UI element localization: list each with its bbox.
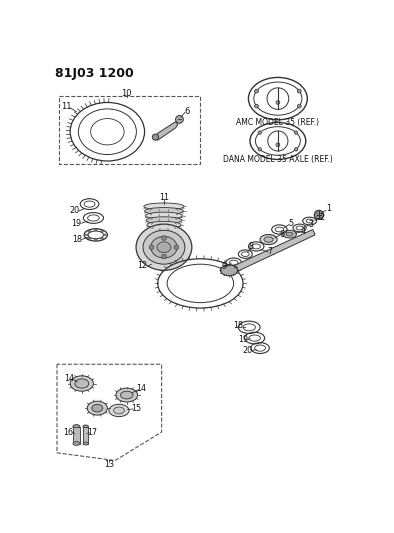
Circle shape bbox=[174, 245, 178, 249]
Ellipse shape bbox=[100, 230, 104, 232]
Circle shape bbox=[276, 101, 280, 104]
Bar bbox=[73, 426, 80, 443]
Ellipse shape bbox=[88, 230, 91, 232]
Text: 20: 20 bbox=[243, 346, 253, 355]
Circle shape bbox=[255, 89, 258, 93]
Ellipse shape bbox=[87, 401, 108, 415]
Text: 9: 9 bbox=[221, 262, 226, 271]
Text: AMC MODEL 35 (REF.): AMC MODEL 35 (REF.) bbox=[236, 118, 320, 127]
Circle shape bbox=[258, 131, 261, 134]
Text: 81J03 1200: 81J03 1200 bbox=[56, 67, 134, 80]
Text: 1: 1 bbox=[326, 204, 331, 213]
Ellipse shape bbox=[260, 235, 277, 245]
Circle shape bbox=[176, 116, 183, 123]
Ellipse shape bbox=[157, 242, 171, 253]
Ellipse shape bbox=[145, 207, 183, 214]
Ellipse shape bbox=[145, 212, 182, 219]
Text: 13: 13 bbox=[104, 460, 114, 469]
Polygon shape bbox=[155, 122, 178, 140]
Ellipse shape bbox=[70, 376, 93, 391]
Ellipse shape bbox=[94, 229, 97, 231]
Circle shape bbox=[149, 245, 154, 249]
Ellipse shape bbox=[75, 379, 89, 388]
Text: 14: 14 bbox=[136, 384, 146, 393]
Ellipse shape bbox=[103, 234, 106, 236]
Text: 3: 3 bbox=[309, 220, 314, 229]
Ellipse shape bbox=[85, 234, 88, 236]
Text: 18: 18 bbox=[233, 321, 243, 330]
Text: 14: 14 bbox=[64, 374, 74, 383]
Ellipse shape bbox=[143, 230, 185, 264]
Ellipse shape bbox=[100, 238, 104, 239]
Ellipse shape bbox=[73, 425, 80, 429]
Text: 20: 20 bbox=[69, 206, 79, 215]
Text: 6: 6 bbox=[184, 107, 190, 116]
Text: 19: 19 bbox=[71, 219, 82, 228]
Circle shape bbox=[162, 254, 166, 259]
Ellipse shape bbox=[109, 405, 129, 417]
Text: 16: 16 bbox=[63, 427, 73, 437]
Text: 4: 4 bbox=[300, 227, 305, 236]
Circle shape bbox=[258, 148, 261, 151]
Ellipse shape bbox=[94, 239, 97, 241]
Text: 19: 19 bbox=[238, 335, 248, 344]
Ellipse shape bbox=[83, 442, 88, 445]
Ellipse shape bbox=[144, 203, 184, 210]
Text: DANA MODEL 35 AXLE (REF.): DANA MODEL 35 AXLE (REF.) bbox=[223, 155, 333, 164]
Text: 17: 17 bbox=[87, 427, 97, 437]
Circle shape bbox=[297, 104, 301, 108]
Ellipse shape bbox=[146, 217, 182, 224]
Text: 5: 5 bbox=[288, 219, 294, 228]
Circle shape bbox=[276, 143, 280, 147]
Ellipse shape bbox=[151, 237, 177, 258]
Circle shape bbox=[162, 236, 166, 240]
Ellipse shape bbox=[73, 442, 80, 446]
Ellipse shape bbox=[121, 391, 133, 399]
Ellipse shape bbox=[83, 425, 88, 428]
Ellipse shape bbox=[264, 237, 273, 242]
Circle shape bbox=[314, 210, 323, 220]
Ellipse shape bbox=[92, 405, 103, 412]
Ellipse shape bbox=[282, 230, 296, 238]
Circle shape bbox=[255, 104, 258, 108]
Text: 11: 11 bbox=[61, 102, 72, 111]
Bar bbox=[83, 426, 88, 443]
Ellipse shape bbox=[116, 388, 138, 402]
Circle shape bbox=[297, 89, 301, 93]
Ellipse shape bbox=[136, 224, 192, 270]
Circle shape bbox=[294, 148, 298, 151]
Ellipse shape bbox=[147, 221, 181, 228]
Text: 11: 11 bbox=[159, 192, 169, 201]
Text: 2: 2 bbox=[320, 213, 325, 222]
Text: 10: 10 bbox=[121, 88, 132, 98]
Ellipse shape bbox=[286, 232, 293, 236]
Bar bbox=[59, 96, 201, 164]
Circle shape bbox=[152, 134, 158, 140]
Ellipse shape bbox=[88, 238, 91, 239]
Ellipse shape bbox=[113, 407, 125, 414]
Text: 6: 6 bbox=[279, 230, 284, 239]
Text: 12: 12 bbox=[137, 261, 147, 270]
Polygon shape bbox=[229, 230, 315, 274]
Text: 8: 8 bbox=[248, 242, 253, 251]
Text: 18: 18 bbox=[72, 235, 82, 244]
Text: 15: 15 bbox=[131, 403, 141, 413]
Text: 7: 7 bbox=[268, 247, 273, 256]
Circle shape bbox=[294, 131, 298, 134]
Ellipse shape bbox=[221, 265, 238, 276]
